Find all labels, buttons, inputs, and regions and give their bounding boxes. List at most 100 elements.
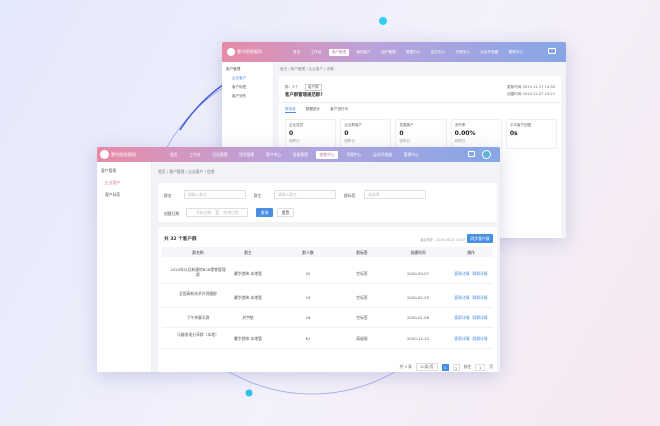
filter-label: 群主 — [254, 193, 262, 198]
stat-card: 流失率 0.00% 较昨日 — [450, 119, 502, 149]
updated: 最近同步：2019-06-07 10:57 — [420, 238, 465, 242]
stats: 企业成员 0 较昨日 企业群客户 0 较昨日 发展客户 0 较昨日 流失率 0.00% 较昨日 平均客户… — [285, 119, 558, 149]
date-range[interactable]: 开始日期 至 结束日期 — [186, 208, 248, 217]
table-cell: 空标签 — [356, 295, 368, 300]
nav-item[interactable]: 会员中心 — [430, 49, 446, 54]
row-action[interactable]: 客群详情 — [454, 271, 470, 276]
dot — [379, 17, 387, 25]
breadcrumb: 首页 / 客户管理 / 企业客户 / 详情 — [280, 67, 334, 71]
brand: 壹尔图地图科 — [111, 152, 137, 157]
nav-item[interactable]: 用户管理 — [381, 49, 396, 54]
menu-item[interactable]: 客户标签 — [105, 192, 121, 197]
column-header: 创建时间 — [410, 250, 426, 255]
avatar[interactable] — [482, 150, 491, 159]
nav-item[interactable]: 我的客户 — [356, 49, 371, 54]
nav-item[interactable]: 管理中心 — [508, 49, 523, 54]
message-icon[interactable] — [468, 151, 475, 157]
nav-item[interactable]: 日志管理 — [212, 152, 228, 157]
stat-sub: 较昨日 — [399, 139, 411, 143]
date-sep: 至 — [215, 210, 220, 215]
sidebar: 客户管理企业客户客户标签 — [97, 162, 152, 372]
header: 壹尔图地图科 首页 工作台 客户管理 我的客户 用户管理 数据中心 会员中心 代理中心 云台开放… — [222, 42, 566, 62]
page-number[interactable]: 2 — [452, 363, 460, 371]
front-window: 壹尔图地图科 首页 工作台 日志管理 项目管理 客户中心 设备管理 销售中心 代理中心 云台开放… — [97, 147, 500, 372]
table-cell: 61 — [305, 336, 311, 341]
table-title: 共 32 个客户群 — [164, 237, 197, 242]
nav-item[interactable]: 销售中心 — [316, 151, 338, 159]
menu-item[interactable]: 客户管理 — [226, 67, 241, 71]
table-cell: 20 — [305, 271, 311, 276]
stat-label: 平均客户回复 — [509, 123, 532, 127]
content: 首页 / 客户管理 / 企业客户 / 信息 创建日期 开始日期 至 结束日期 查… — [152, 162, 500, 372]
filter-label: 群标签 — [344, 193, 356, 198]
page-size[interactable]: 10条/页 — [415, 363, 438, 371]
nav-item[interactable]: 代理中心 — [346, 152, 362, 157]
reset-button[interactable]: 重置 — [277, 208, 294, 217]
nav-item[interactable]: 首页 — [293, 49, 301, 54]
table-cell: 下午茶聊天群 — [186, 315, 210, 320]
column-header: 操作 — [467, 250, 475, 255]
column-header: 群主 — [244, 250, 252, 255]
nav-item[interactable]: 云台开放器 — [373, 152, 393, 157]
table-cell: 2020-01-08 — [406, 315, 430, 320]
filter-input[interactable]: 请输入群名 — [184, 190, 246, 199]
breadcrumb: 首页 / 客户管理 / 企业客户 / 信息 — [158, 169, 215, 174]
stat-label: 流失率 — [454, 123, 466, 127]
nav-item[interactable]: 客户管理 — [328, 48, 350, 56]
nav-item[interactable]: 数据中心 — [405, 49, 421, 54]
table-cell: 乐趣发现分享群（本地） — [177, 332, 219, 337]
tab[interactable]: 客户进行中 — [330, 107, 349, 111]
nav-item[interactable]: 云台开放器 — [480, 49, 499, 54]
meta: 更新时间 2019-12-17 14:30 — [507, 85, 555, 89]
row-divider — [162, 283, 493, 284]
sync-button[interactable]: 同步客户群 — [467, 234, 493, 243]
filter-input[interactable]: 请输入群主 — [274, 190, 336, 199]
table-cell: 暑华首映-本地管 — [234, 336, 262, 341]
date-end: 结束日期 — [223, 210, 239, 215]
row-action[interactable]: 群聊详情 — [472, 336, 488, 341]
nav-item[interactable]: 设备管理 — [292, 152, 308, 157]
group-name: 客户群管理规范群? — [285, 93, 323, 98]
table-cell: 空标签 — [356, 315, 368, 320]
tab[interactable]: 数据统计 — [305, 107, 321, 111]
menu-item[interactable]: 企业客户 — [105, 180, 121, 185]
menu-item[interactable]: 客户标签 — [232, 85, 247, 89]
table-cell: 高级版 — [356, 336, 368, 341]
tabs: 群信息 数据统计 客户进行中 — [285, 107, 348, 113]
row-action[interactable]: 群聊详情 — [472, 315, 488, 320]
dot — [245, 389, 253, 397]
nav-item[interactable]: 代理中心 — [455, 49, 470, 54]
filter-label: 群名 — [164, 193, 172, 198]
nav-item[interactable]: 项目管理 — [239, 152, 255, 157]
row-action[interactable]: 群聊详情 — [472, 295, 488, 300]
menu-item[interactable]: 客户流失 — [232, 94, 247, 98]
stat-value: 0 — [399, 130, 404, 137]
pagination: 共 4 条 10条/页 1 2 前往 1 页 — [399, 363, 493, 371]
menu-item[interactable]: 客户管理 — [101, 168, 117, 173]
nav-item[interactable]: 工作台 — [310, 49, 322, 54]
table-cell: 空标签 — [356, 271, 368, 276]
row-action[interactable]: 客群详情 — [454, 336, 470, 341]
tab[interactable]: 群信息 — [285, 107, 296, 113]
table-cell: 暑华首映-本地管 — [234, 295, 262, 300]
brand: 壹尔图地图科 — [237, 49, 263, 54]
row-action[interactable]: 客群详情 — [454, 315, 470, 320]
stat-card: 平均客户回复 0s — [505, 119, 558, 149]
filter-input[interactable]: 请选择 — [364, 190, 426, 199]
column-header: 群人数 — [302, 250, 314, 255]
stat-label: 企业群客户 — [344, 123, 363, 127]
group-tag: 客户群 — [305, 84, 322, 91]
search-button[interactable]: 查询 — [256, 208, 273, 217]
nav-item[interactable]: 工作台 — [189, 152, 201, 157]
goto-page[interactable]: 1 — [475, 363, 486, 371]
message-icon[interactable] — [548, 48, 556, 54]
nav-item[interactable]: 首页 — [170, 152, 178, 157]
menu-item[interactable]: 企业客户 — [232, 76, 247, 80]
page-number[interactable]: 1 — [441, 363, 449, 371]
nav-item[interactable]: 管理中心 — [403, 152, 419, 157]
stat-sub: 较昨日 — [344, 139, 355, 143]
nav-item[interactable]: 客户中心 — [265, 152, 282, 157]
row-action[interactable]: 群聊详情 — [472, 271, 488, 276]
row-action[interactable]: 客群详情 — [454, 295, 470, 300]
